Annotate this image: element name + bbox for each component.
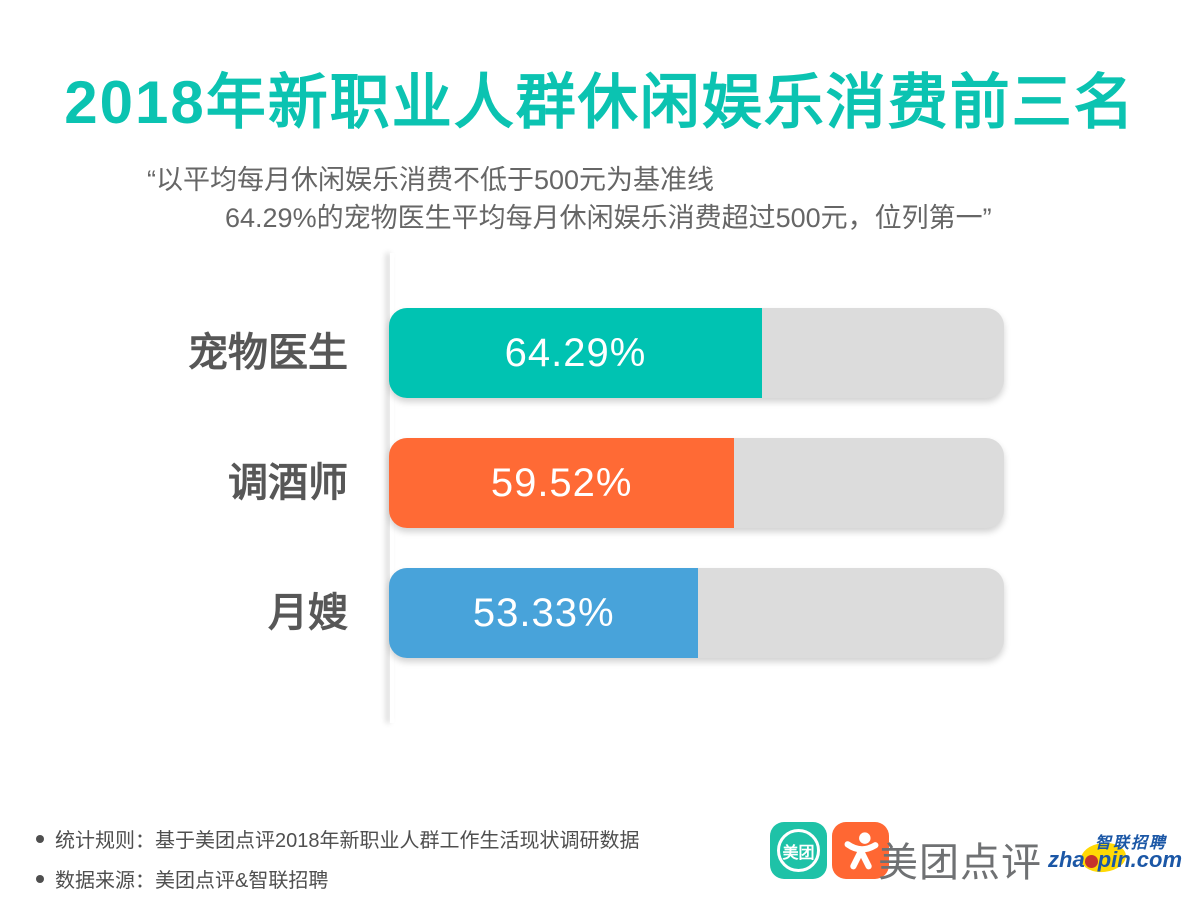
bar-track: 59.52% [389,438,1004,528]
page-title: 2018年新职业人群休闲娱乐消费前三名 [64,69,1136,136]
bar-value-label: 59.52% [490,460,633,505]
bar-value-label: 64.29% [504,330,647,375]
bar-fill: 59.52% [389,438,735,528]
bar-track: 53.33% [389,568,1004,658]
category-label: 宠物医生 [188,331,348,375]
note-data-source: 数据来源：美团点评&智联招聘 [55,870,329,892]
bar-value-label: 53.33% [472,590,615,635]
subtitle-line-1: “以平均每月休闲娱乐消费不低于500元为基准线 [147,165,715,195]
bullet-icon [36,834,44,843]
category-label: 调酒师 [228,461,348,505]
category-label: 月嫂 [268,591,348,635]
bar-row: 调酒师 59.52% [0,438,1200,528]
note-row: 数据来源：美团点评&智联招聘 [36,864,640,893]
bar-fill: 64.29% [389,308,762,398]
footer-notes: 统计规则：基于美团点评2018年新职业人群工作生活现状调研数据 数据来源：美团点… [36,824,640,900]
bar-row: 月嫂 53.33% [0,568,1200,658]
bar-fill: 53.33% [389,568,699,658]
note-statistics-rule: 统计规则：基于美团点评2018年新职业人群工作生活现状调研数据 [55,830,640,852]
note-row: 统计规则：基于美团点评2018年新职业人群工作生活现状调研数据 [36,824,640,853]
subtitle-line-2: 64.29%的宠物医生平均每月休闲娱乐消费超过500元，位列第一” [225,203,992,233]
bar-track: 64.29% [389,308,1004,398]
bar-row: 宠物医生 64.29% [0,308,1200,398]
bullet-icon [36,874,44,883]
